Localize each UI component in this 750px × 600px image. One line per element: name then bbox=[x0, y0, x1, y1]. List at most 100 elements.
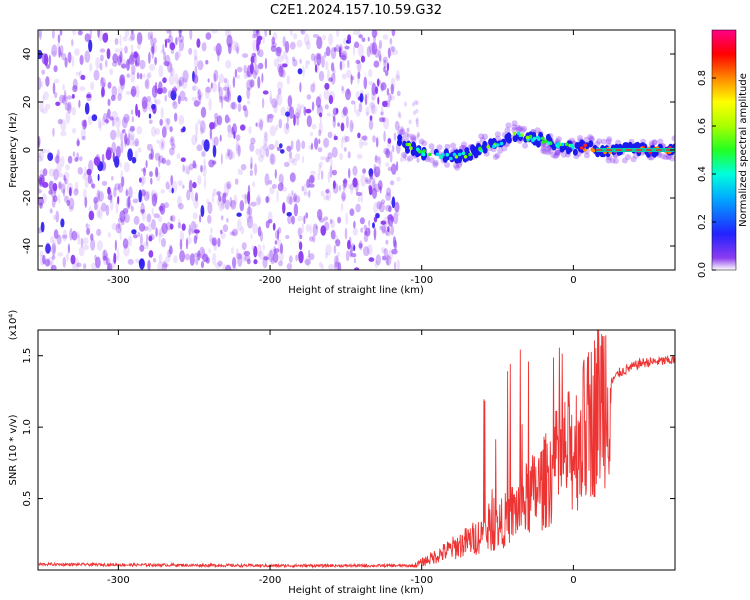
snr-y-ticks: 0.5 1.0 1.5 bbox=[22, 348, 675, 507]
noise-speckle bbox=[81, 120, 85, 127]
noise-speckle bbox=[375, 137, 379, 148]
noise-speckle bbox=[50, 51, 57, 56]
noise-speckle bbox=[135, 53, 138, 67]
noise-speckle bbox=[286, 145, 292, 152]
noise-speckle bbox=[80, 74, 86, 80]
spectrogram-y-label: Frequency (Hz) bbox=[8, 112, 19, 188]
noise-speckle bbox=[415, 119, 419, 125]
noise-speckle bbox=[212, 188, 217, 197]
noise-speckle bbox=[330, 219, 335, 229]
noise-speckle bbox=[84, 196, 88, 208]
noise-speckle bbox=[156, 99, 161, 105]
noise-speckle bbox=[66, 95, 73, 100]
noise-speckle bbox=[309, 132, 314, 137]
noise-speckle bbox=[78, 99, 81, 108]
noise-speckle bbox=[54, 91, 58, 99]
noise-speckle bbox=[246, 206, 253, 216]
noise-speckle bbox=[390, 225, 395, 236]
signal-halo bbox=[605, 157, 612, 164]
noise-speckle bbox=[305, 212, 309, 219]
noise-speckle bbox=[169, 63, 173, 77]
noise-speckle bbox=[406, 127, 410, 133]
noise-speckle bbox=[392, 236, 397, 248]
noise-speckle bbox=[121, 216, 127, 223]
noise-speckle bbox=[213, 69, 219, 82]
y-tick-label: -40 bbox=[22, 238, 33, 254]
noise-speckle bbox=[318, 112, 323, 118]
signal-peak bbox=[528, 134, 533, 139]
noise-speckle bbox=[62, 188, 66, 197]
signal-peak bbox=[556, 141, 561, 146]
noise-speckle bbox=[139, 244, 145, 252]
noise-speckle bbox=[161, 260, 168, 270]
noise-speckle bbox=[240, 226, 245, 235]
noise-speckle bbox=[121, 176, 125, 188]
noise-speckle bbox=[62, 256, 66, 268]
signal-halo bbox=[552, 153, 559, 160]
noise-speckle bbox=[371, 89, 377, 101]
noise-speckle bbox=[212, 144, 217, 158]
noise-speckle bbox=[182, 70, 189, 83]
noise-speckle bbox=[377, 156, 382, 165]
noise-speckle bbox=[135, 258, 140, 263]
signal-halo bbox=[657, 138, 664, 145]
noise-speckle bbox=[196, 38, 201, 48]
noise-speckle bbox=[231, 267, 238, 270]
noise-speckle bbox=[121, 116, 128, 129]
noise-speckle bbox=[415, 108, 419, 114]
noise-speckle bbox=[301, 140, 306, 150]
noise-speckle bbox=[401, 127, 405, 133]
noise-speckle bbox=[136, 126, 143, 135]
noise-speckle bbox=[177, 222, 182, 229]
noise-speckle bbox=[100, 77, 106, 89]
noise-speckle bbox=[107, 194, 113, 201]
noise-speckle bbox=[365, 111, 369, 117]
noise-speckle bbox=[212, 160, 217, 165]
noise-speckle bbox=[385, 70, 389, 77]
noise-speckle bbox=[77, 231, 80, 239]
noise-speckle bbox=[316, 62, 320, 74]
noise-speckle bbox=[267, 113, 273, 123]
noise-speckle bbox=[115, 145, 121, 159]
noise-speckle bbox=[148, 51, 151, 64]
noise-speckle bbox=[347, 239, 351, 250]
noise-speckle bbox=[165, 181, 170, 190]
noise-speckle bbox=[337, 251, 340, 257]
noise-speckle bbox=[43, 53, 49, 66]
noise-speckle bbox=[122, 208, 129, 215]
noise-speckle bbox=[68, 197, 75, 210]
noise-speckle bbox=[271, 183, 277, 189]
noise-speckle bbox=[337, 261, 342, 270]
noise-speckle bbox=[150, 35, 153, 47]
noise-speckle bbox=[76, 139, 80, 147]
noise-speckle bbox=[96, 228, 102, 236]
signal-halo bbox=[516, 126, 523, 133]
noise-speckle bbox=[237, 253, 243, 267]
noise-speckle bbox=[235, 139, 240, 152]
signal-peak bbox=[564, 142, 569, 146]
noise-speckle bbox=[42, 168, 48, 177]
noise-speckle bbox=[318, 129, 322, 137]
noise-speckle bbox=[309, 236, 314, 242]
noise-speckle bbox=[345, 212, 349, 225]
noise-speckle bbox=[50, 261, 53, 270]
noise-speckle bbox=[341, 191, 346, 202]
noise-speckle bbox=[178, 115, 185, 125]
x-tick-label: -100 bbox=[410, 275, 433, 286]
noise-speckle bbox=[61, 94, 68, 105]
noise-speckle bbox=[296, 39, 303, 48]
noise-speckle bbox=[110, 94, 116, 102]
noise-speckle bbox=[219, 134, 222, 142]
noise-speckle bbox=[193, 229, 200, 234]
noise-speckle bbox=[102, 32, 109, 43]
noise-speckle bbox=[357, 71, 361, 80]
noise-speckle bbox=[308, 190, 311, 198]
noise-speckle bbox=[114, 48, 121, 53]
signal-peak bbox=[536, 135, 540, 140]
noise-speckle bbox=[133, 215, 140, 225]
noise-speckle bbox=[166, 30, 170, 34]
noise-speckle bbox=[323, 216, 329, 221]
noise-speckle bbox=[226, 181, 232, 190]
noise-speckle bbox=[227, 124, 232, 134]
noise-speckle bbox=[278, 118, 283, 129]
